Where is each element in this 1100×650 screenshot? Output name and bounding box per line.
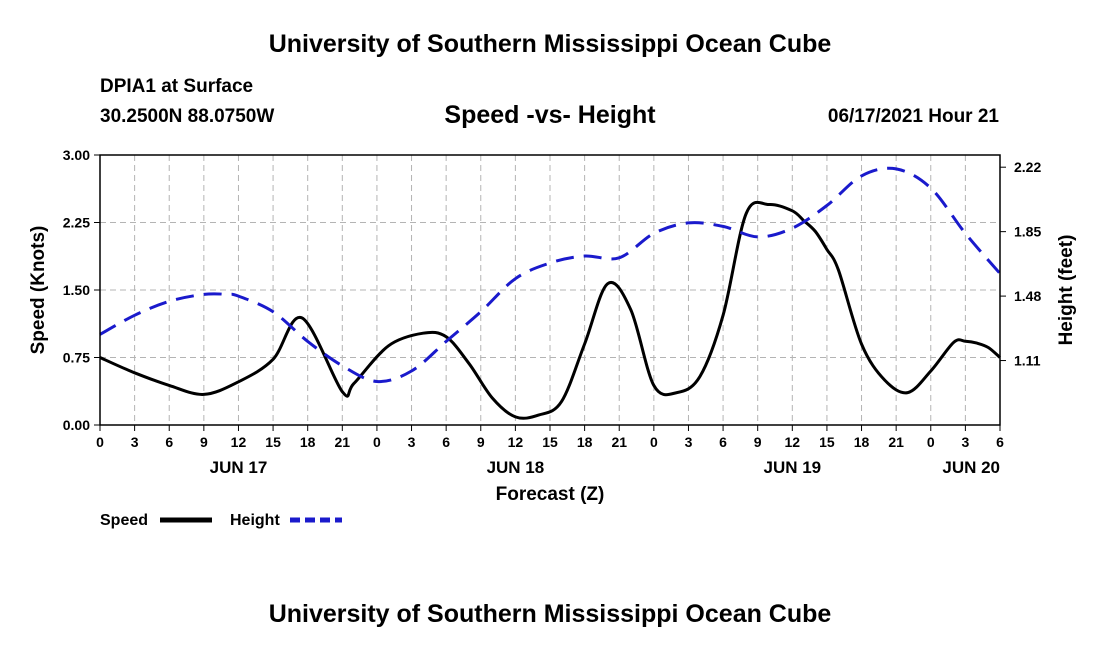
footer-title: University of Southern Mississippi Ocean… bbox=[268, 600, 832, 628]
y-tick-label: 1.50 bbox=[63, 282, 90, 298]
date-label: JUN 20 bbox=[942, 458, 1000, 477]
date-label: JUN 19 bbox=[763, 458, 821, 477]
y2-tick-label: 1.48 bbox=[1014, 288, 1041, 304]
date-label: JUN 18 bbox=[487, 458, 545, 477]
x-tick-label: 15 bbox=[819, 434, 835, 450]
x-tick-label: 12 bbox=[785, 434, 801, 450]
page-title: University of Southern Mississippi Ocean… bbox=[268, 30, 832, 58]
x-tick-label: 21 bbox=[611, 434, 627, 450]
x-tick-label: 21 bbox=[335, 434, 351, 450]
x-tick-label: 12 bbox=[231, 434, 247, 450]
y-tick-label: 0.75 bbox=[63, 350, 90, 366]
legend-label-height: Height bbox=[230, 512, 280, 529]
x-tick-label: 3 bbox=[685, 434, 693, 450]
x-tick-label: 6 bbox=[719, 434, 727, 450]
x-tick-label: 15 bbox=[265, 434, 281, 450]
y2-axis-label: Height (feet) bbox=[1056, 235, 1077, 346]
y2-tick-label: 1.85 bbox=[1014, 224, 1041, 240]
coordinates-label: 30.2500N 88.0750W bbox=[100, 106, 275, 127]
x-tick-label: 0 bbox=[373, 434, 381, 450]
x-tick-label: 0 bbox=[96, 434, 104, 450]
y-tick-label: 3.00 bbox=[63, 147, 90, 163]
x-tick-label: 3 bbox=[131, 434, 139, 450]
x-tick-label: 3 bbox=[408, 434, 416, 450]
chart-title: Speed -vs- Height bbox=[444, 101, 656, 129]
x-tick-label: 6 bbox=[996, 434, 1004, 450]
x-tick-label: 6 bbox=[442, 434, 450, 450]
x-tick-label: 21 bbox=[888, 434, 904, 450]
y-tick-label: 2.25 bbox=[63, 215, 90, 231]
y-axis-label: Speed (Knots) bbox=[28, 226, 49, 355]
x-tick-label: 18 bbox=[577, 434, 593, 450]
y2-tick-label: 2.22 bbox=[1014, 159, 1041, 175]
y2-tick-label: 1.11 bbox=[1014, 353, 1041, 369]
x-tick-label: 0 bbox=[927, 434, 935, 450]
x-tick-label: 9 bbox=[754, 434, 762, 450]
series-line-height bbox=[99, 166, 1002, 384]
timestamp-label: 06/17/2021 Hour 21 bbox=[827, 106, 999, 127]
station-label: DPIA1 at Surface bbox=[100, 76, 254, 97]
x-tick-label: 18 bbox=[300, 434, 316, 450]
date-label: JUN 17 bbox=[210, 458, 268, 477]
x-axis-label: Forecast (Z) bbox=[496, 484, 605, 505]
x-tick-label: 18 bbox=[854, 434, 870, 450]
x-tick-label: 6 bbox=[165, 434, 173, 450]
x-tick-label: 0 bbox=[650, 434, 658, 450]
legend: Speed Height bbox=[100, 512, 342, 529]
x-tick-label: 9 bbox=[477, 434, 485, 450]
x-tick-label: 15 bbox=[542, 434, 558, 450]
x-tick-label: 9 bbox=[200, 434, 208, 450]
series-line-speed bbox=[99, 200, 1001, 420]
y-tick-label: 0.00 bbox=[63, 417, 90, 433]
x-tick-label: 3 bbox=[961, 434, 969, 450]
x-tick-label: 12 bbox=[508, 434, 524, 450]
legend-label-speed: Speed bbox=[100, 512, 148, 529]
